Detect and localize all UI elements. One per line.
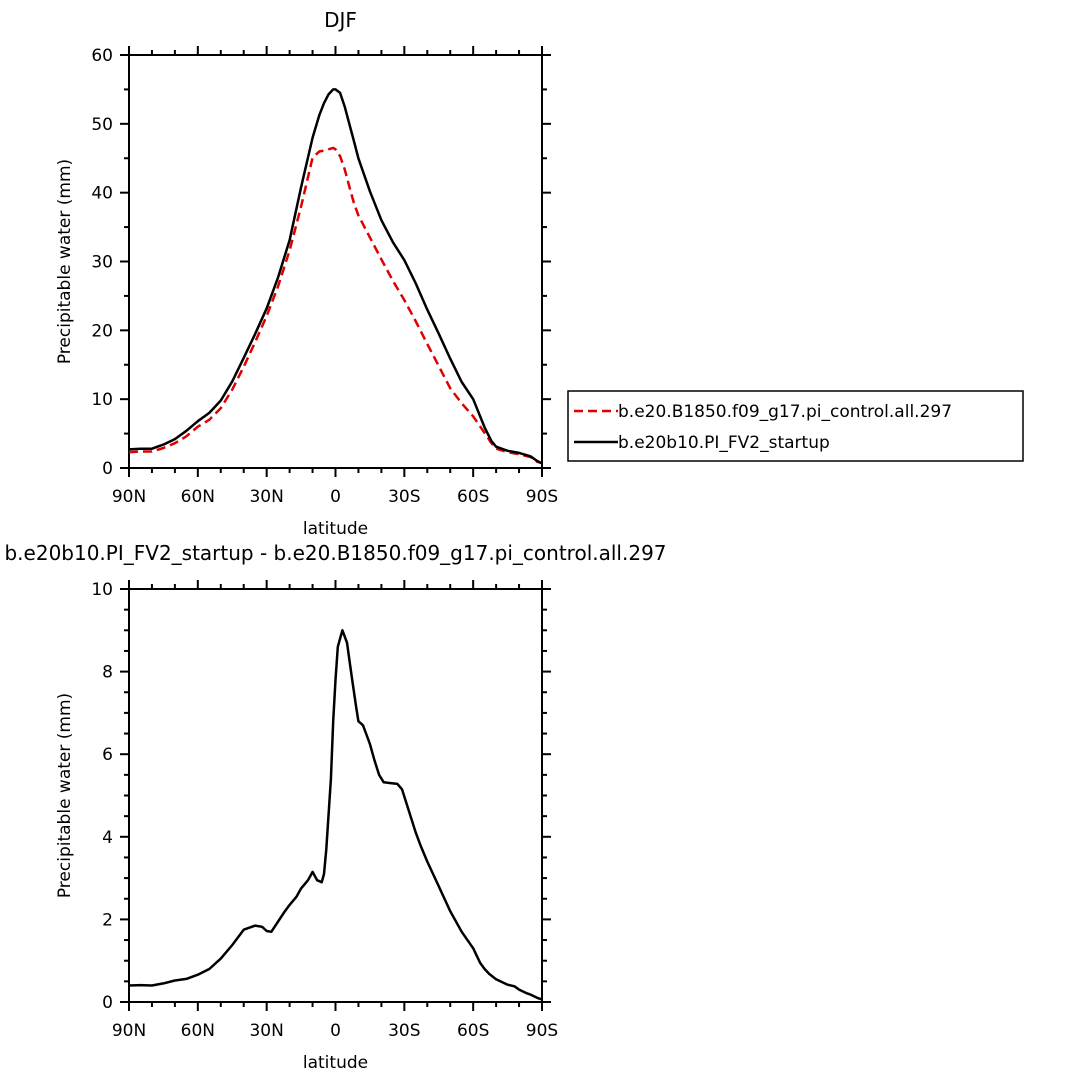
y-axis-label: Precipitable water (mm) <box>55 159 75 364</box>
x-tick-label: 30S <box>388 487 420 507</box>
plot-frame <box>128 54 543 469</box>
plot-frame <box>128 588 543 1003</box>
y-tick-label: 10 <box>91 390 113 410</box>
series-line-startup <box>129 88 542 465</box>
x-tick-label: 90S <box>526 487 558 507</box>
series-line-control <box>129 146 542 465</box>
x-tick-label: 30N <box>249 487 283 507</box>
y-tick-label: 6 <box>102 745 113 765</box>
y-axis-label: Precipitable water (mm) <box>55 693 75 898</box>
y-tick-label: 60 <box>91 46 113 66</box>
y-tick-label: 10 <box>91 580 113 600</box>
x-tick-label: 60N <box>181 487 215 507</box>
y-tick-label: 50 <box>91 115 113 135</box>
x-tick-label: 0 <box>330 1021 341 1041</box>
x-tick-label: 90N <box>112 487 146 507</box>
x-tick-label: 30N <box>249 1021 283 1041</box>
x-tick-label: 30S <box>388 1021 420 1041</box>
panel-difference: b.e20b10.PI_FV2_startup - b.e20.B1850.f0… <box>4 541 666 1073</box>
legend: b.e20.B1850.f09_g17.pi_control.all.297 b.… <box>567 390 1024 462</box>
x-axis-label: latitude <box>303 519 368 539</box>
legend-box <box>567 390 1024 462</box>
y-tick-label: 40 <box>91 184 113 204</box>
chart-title: b.e20b10.PI_FV2_startup - b.e20.B1850.f0… <box>4 541 666 565</box>
x-tick-label: 0 <box>330 487 341 507</box>
y-tick-label: 30 <box>91 253 113 273</box>
legend-label: b.e20b10.PI_FV2_startup <box>618 433 830 453</box>
y-tick-label: 0 <box>102 993 113 1013</box>
x-axis-label: latitude <box>303 1053 368 1073</box>
y-tick-label: 20 <box>91 321 113 341</box>
x-tick-label: 60S <box>457 487 489 507</box>
y-tick-label: 8 <box>102 663 113 683</box>
y-tick-label: 2 <box>102 910 113 930</box>
series-line-startup <box>129 629 542 1001</box>
x-tick-label: 60S <box>457 1021 489 1041</box>
panel-djf: DJF 90N 60N 30N 0 30S 60S 90S 0 10 20 30 40 50 60 latit… <box>55 8 1024 539</box>
y-tick-label: 4 <box>102 828 113 848</box>
y-tick-label: 0 <box>102 459 113 479</box>
legend-label: b.e20.B1850.f09_g17.pi_control.all.297 <box>618 402 952 422</box>
chart-title: DJF <box>324 8 357 32</box>
x-tick-label: 90S <box>526 1021 558 1041</box>
x-tick-label: 60N <box>181 1021 215 1041</box>
x-tick-label: 90N <box>112 1021 146 1041</box>
